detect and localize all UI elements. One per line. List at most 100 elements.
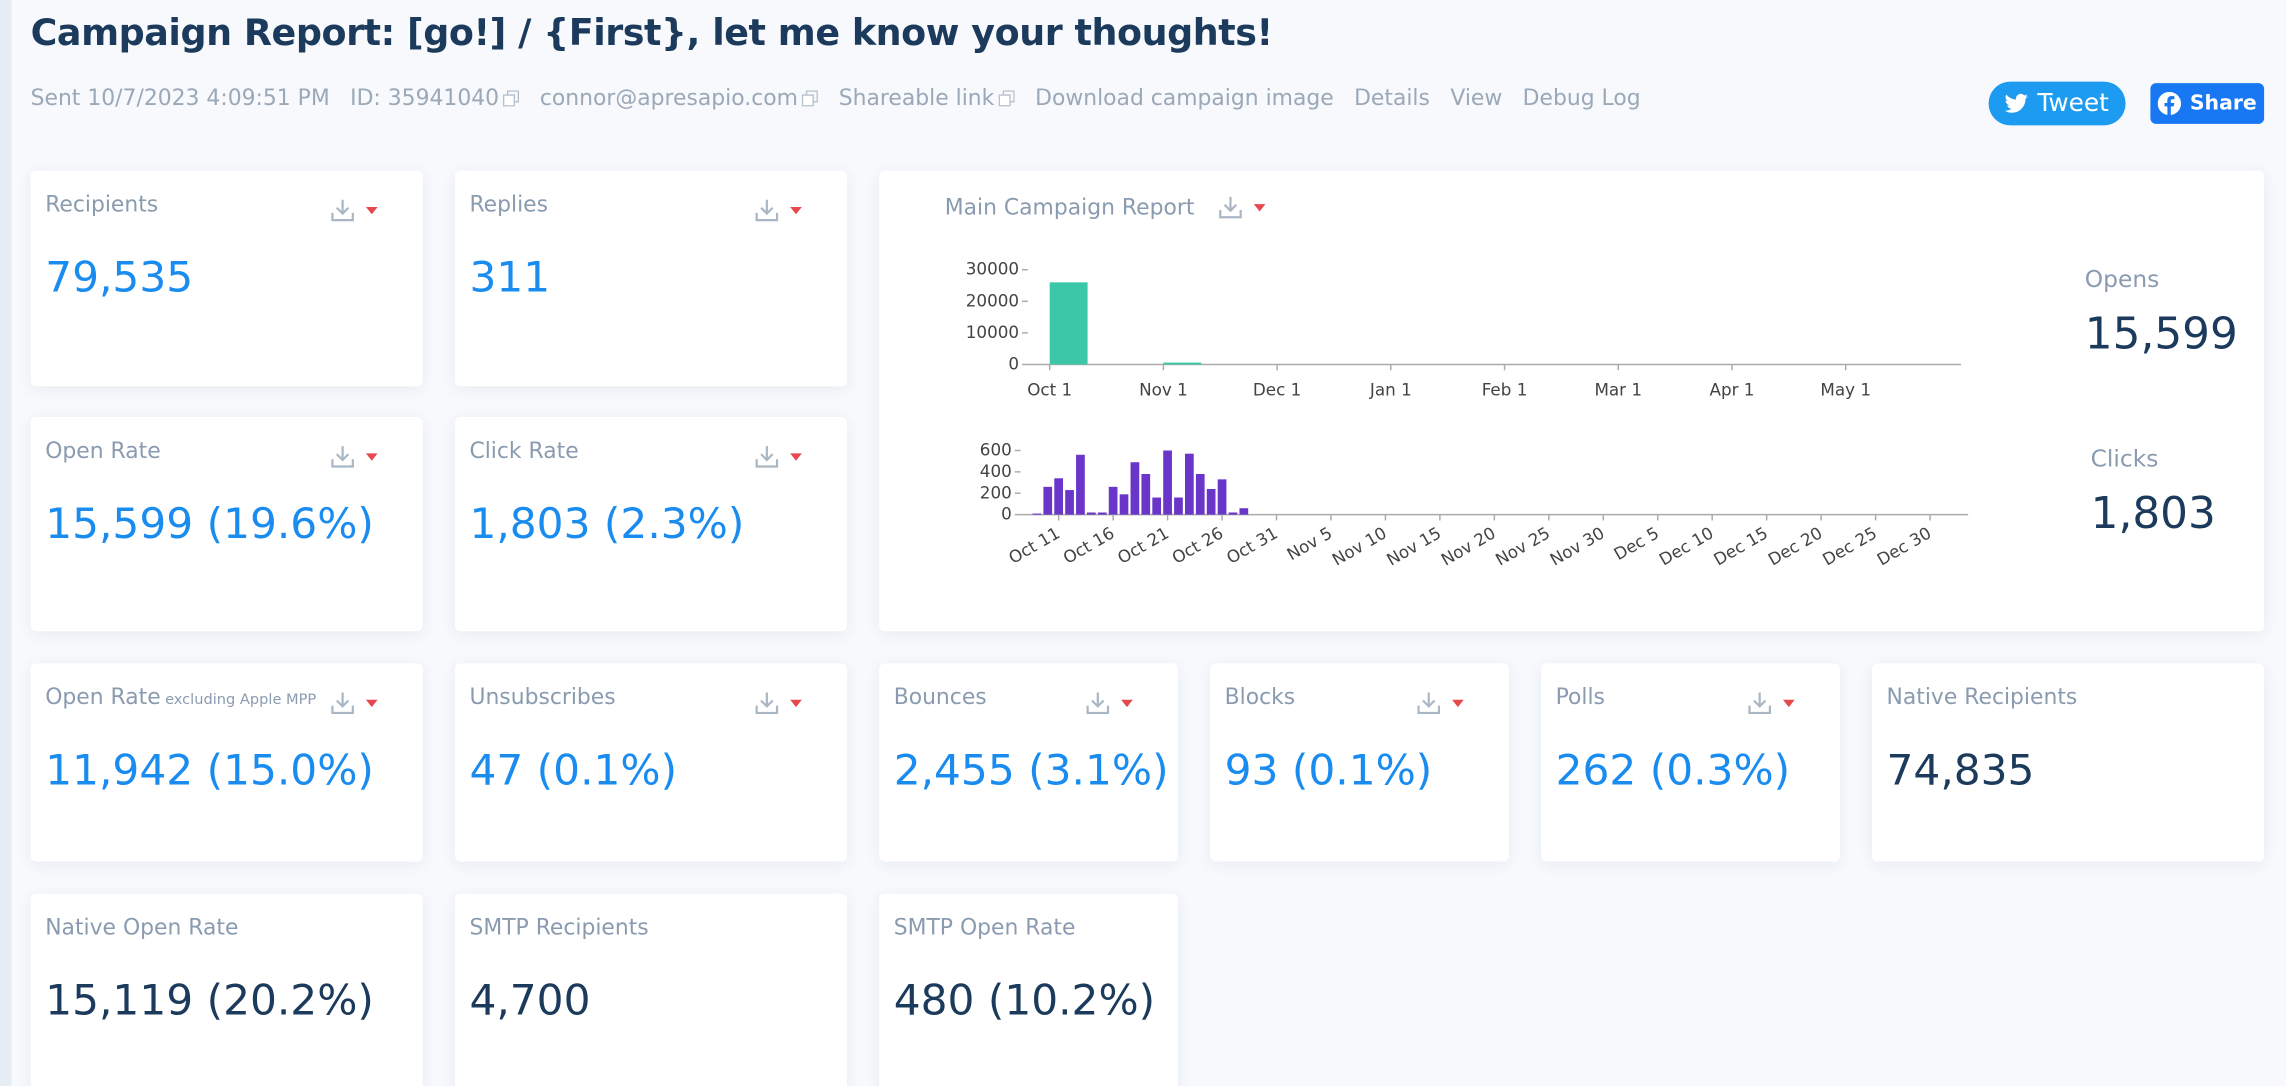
x-tick-label: Dec 15 xyxy=(1710,523,1771,570)
x-tick-label: Oct 26 xyxy=(1168,523,1226,568)
stat-actions xyxy=(754,443,806,469)
stat-actions xyxy=(329,690,381,716)
bar xyxy=(1054,478,1064,515)
stat-label-text: Unsubscribes xyxy=(469,683,616,710)
download-icon[interactable] xyxy=(754,197,780,223)
meta-link[interactable]: Shareable link xyxy=(839,85,1015,111)
y-tick-label: 30000 xyxy=(966,259,1019,279)
page-title: Campaign Report: [go!] / {First}, let me… xyxy=(30,11,1274,54)
bar xyxy=(1239,508,1249,515)
dropdown-caret[interactable] xyxy=(1117,695,1137,710)
stat-value: 74,835 xyxy=(1886,744,2035,795)
meta-text: Sent 10/7/2023 4:09:51 PM xyxy=(30,84,330,111)
meta-text: Debug Log xyxy=(1522,84,1641,111)
x-tick-label: Dec 10 xyxy=(1656,523,1717,570)
stat-card: Blocks 93 (0.1%) xyxy=(1210,663,1509,862)
stat-label: Bounces xyxy=(894,684,987,710)
dropdown-caret[interactable] xyxy=(1448,695,1468,710)
dropdown-caret[interactable] xyxy=(1779,695,1799,710)
y-tick-label: 200 xyxy=(980,482,1012,502)
download-icon[interactable] xyxy=(754,690,780,716)
meta-text: connor@apresapio.com xyxy=(539,84,798,111)
download-icon[interactable] xyxy=(329,690,355,716)
stat-value: 15,119 (20.2%) xyxy=(45,975,374,1025)
stat-label-text: Replies xyxy=(469,190,549,218)
meta-link[interactable]: connor@apresapio.com xyxy=(539,84,819,111)
x-tick-label: Oct 21 xyxy=(1114,523,1172,568)
stat-value: 311 xyxy=(469,252,551,302)
x-tick-label: Nov 5 xyxy=(1283,523,1335,565)
meta-link[interactable]: Debug Log xyxy=(1523,85,1641,111)
meta-link[interactable]: Download campaign image xyxy=(1035,85,1334,111)
x-tick-label: Jan 1 xyxy=(1369,380,1412,400)
stat-label-text: Native Open Rate xyxy=(45,914,239,941)
dropdown-caret[interactable] xyxy=(786,695,806,710)
y-tick-label: 400 xyxy=(980,461,1012,481)
x-tick-label: Dec 25 xyxy=(1819,523,1880,570)
stat-label-text: Polls xyxy=(1555,683,1605,710)
stat-value: 15,599 (19.6%) xyxy=(45,498,374,549)
y-tick-label: 20000 xyxy=(966,290,1019,310)
copy-icon[interactable] xyxy=(998,89,1015,106)
stat-card: SMTP Recipients 4,700 xyxy=(454,893,848,1086)
dropdown-caret[interactable] xyxy=(1249,200,1269,215)
dropdown-caret[interactable] xyxy=(362,203,382,218)
stat-actions xyxy=(1085,690,1137,716)
meta-link: Sent 10/7/2023 4:09:51 PM xyxy=(31,85,330,111)
stat-label: Native Open Rate xyxy=(45,914,238,940)
meta-text: Shareable link xyxy=(838,84,995,111)
dropdown-caret[interactable] xyxy=(362,695,382,710)
bar xyxy=(1217,479,1227,515)
stat-label-text: Native Recipients xyxy=(1886,683,2078,710)
stat-value: 480 (10.2%) xyxy=(893,975,1156,1025)
stat-label-text: SMTP Recipients xyxy=(469,914,649,941)
tweet-label: Tweet xyxy=(2037,88,2109,119)
stat-label-text: Blocks xyxy=(1224,683,1296,710)
download-icon[interactable] xyxy=(1085,690,1111,716)
download-icon[interactable] xyxy=(754,443,780,469)
download-icon[interactable] xyxy=(1416,690,1442,716)
stat-label-text: Bounces xyxy=(893,683,987,710)
stat-actions xyxy=(754,690,806,716)
stat-actions xyxy=(329,443,381,469)
download-icon[interactable] xyxy=(329,197,355,223)
y-tick-label: 10000 xyxy=(966,322,1019,342)
stat-value: 79,535 xyxy=(45,252,194,302)
dropdown-caret[interactable] xyxy=(786,449,806,464)
download-icon[interactable] xyxy=(1217,194,1243,220)
stat-value: 1,803 (2.3%) xyxy=(469,498,745,549)
x-tick-label: Nov 25 xyxy=(1492,523,1553,570)
facebook-icon xyxy=(2157,91,2182,116)
stat-label: Click Rate xyxy=(469,437,578,463)
bar xyxy=(1076,454,1085,515)
main-report-title: Main Campaign Report xyxy=(944,193,1195,221)
meta-link[interactable]: View xyxy=(1450,85,1502,111)
tweet-button[interactable]: Tweet xyxy=(1988,81,2126,126)
bar xyxy=(1185,453,1194,515)
share-button[interactable]: Share xyxy=(2150,83,2265,124)
meta-link[interactable]: Details xyxy=(1354,85,1430,111)
download-icon[interactable] xyxy=(1747,690,1773,716)
meta-text: Download campaign image xyxy=(1035,84,1334,111)
bar xyxy=(1228,512,1238,515)
y-tick-label: 0 xyxy=(1001,504,1012,524)
dropdown-caret[interactable] xyxy=(362,449,382,464)
x-tick-label: Nov 20 xyxy=(1437,523,1498,570)
bar xyxy=(1163,362,1202,365)
copy-icon[interactable] xyxy=(503,89,520,106)
bar xyxy=(1097,512,1107,515)
stat-card: Native Recipients 74,835 xyxy=(1871,663,2265,862)
meta-link[interactable]: ID: 35941040 xyxy=(350,85,520,111)
dropdown-caret[interactable] xyxy=(786,203,806,218)
x-tick-label: Dec 20 xyxy=(1764,523,1825,570)
copy-icon[interactable] xyxy=(802,89,819,106)
stat-sublabel: excluding Apple MPP xyxy=(165,692,317,709)
stat-card: Open Rate 15,599 (19.6%) xyxy=(30,416,423,632)
stat-card: Unsubscribes 47 (0.1%) xyxy=(454,663,848,862)
stat-label-text: Open Rate xyxy=(45,683,161,710)
twitter-icon xyxy=(2005,93,2029,113)
stat-actions xyxy=(329,197,381,223)
main-report-card: Main Campaign Report xyxy=(879,170,2265,632)
stat-value: 4,700 xyxy=(469,975,591,1025)
download-icon[interactable] xyxy=(329,443,355,469)
